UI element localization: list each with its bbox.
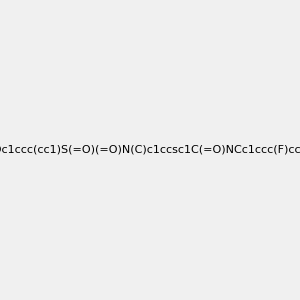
- Text: COc1ccc(cc1)S(=O)(=O)N(C)c1ccsc1C(=O)NCc1ccc(F)cc1F: COc1ccc(cc1)S(=O)(=O)N(C)c1ccsc1C(=O)NCc…: [0, 145, 300, 155]
